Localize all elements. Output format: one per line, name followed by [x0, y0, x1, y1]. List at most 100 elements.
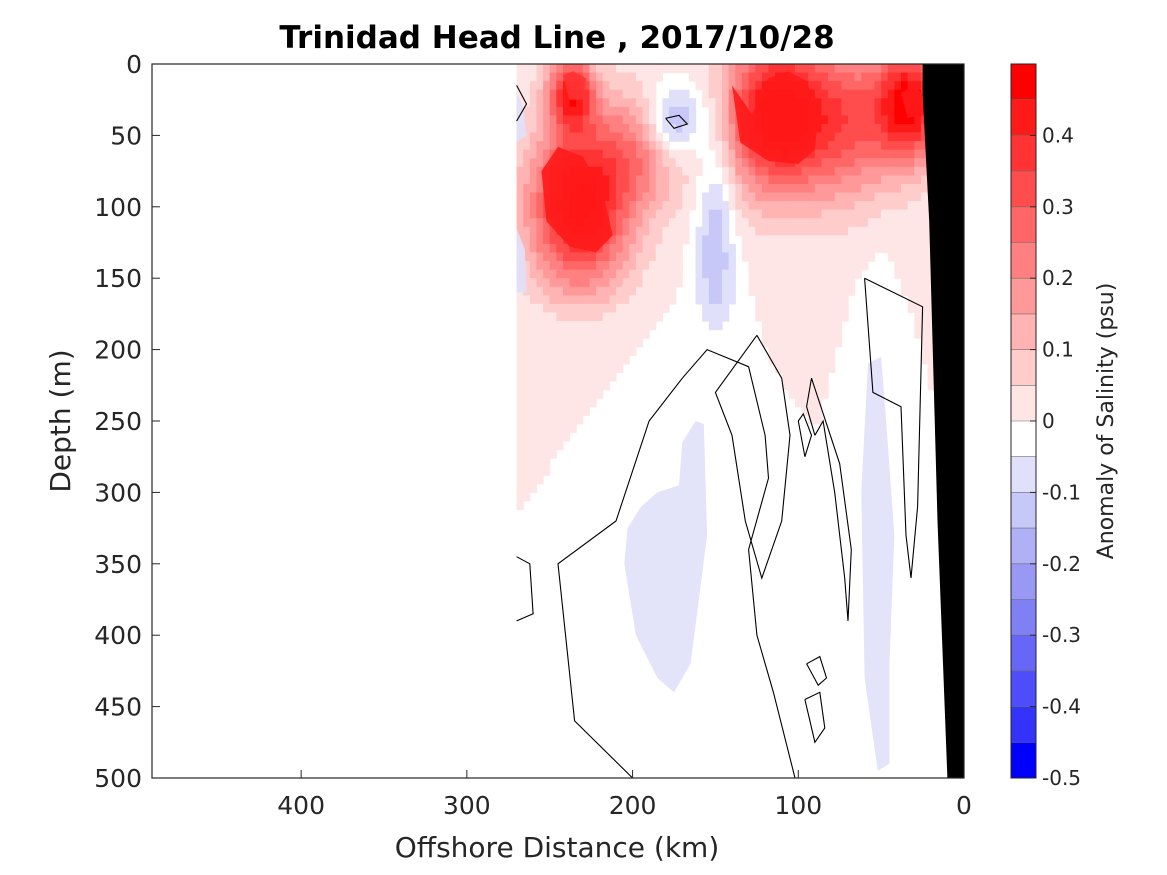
field-cell [529, 286, 538, 296]
field-cell [582, 106, 591, 117]
field-cell [649, 295, 657, 305]
field-cell [596, 303, 604, 314]
field-cell [529, 432, 538, 442]
field-cell [920, 166, 929, 176]
field-cell [642, 106, 650, 117]
field-cell [861, 201, 869, 211]
field-cell [834, 286, 842, 296]
field-cell [523, 321, 531, 331]
field-cell [808, 303, 816, 314]
field-cell [562, 355, 571, 365]
field-cell [821, 278, 829, 288]
field-cell [861, 252, 869, 262]
colorbar-segment [1011, 349, 1036, 386]
field-cell [894, 218, 902, 228]
field-cell [848, 64, 856, 74]
field-cell [768, 329, 776, 339]
field-cell [828, 123, 836, 134]
field-cell [728, 183, 736, 194]
field-cell [814, 372, 823, 382]
field-cell [649, 303, 657, 314]
plot-area [151, 63, 965, 779]
field-cell [768, 303, 776, 314]
field-cell [536, 175, 544, 185]
field-cell [755, 201, 763, 211]
field-cell [655, 209, 663, 219]
field-cell [741, 175, 750, 185]
field-cell [635, 201, 644, 211]
field-cell [616, 175, 624, 185]
field-cell [867, 192, 876, 202]
field-cell [589, 64, 597, 74]
field-cell [768, 183, 776, 194]
field-cell [688, 123, 697, 134]
field-cell [755, 303, 763, 314]
field-cell [529, 123, 538, 134]
field-cell [781, 269, 789, 279]
field-cell [543, 363, 551, 374]
field-cell [562, 286, 571, 296]
field-cell [788, 295, 796, 305]
field-cell [589, 141, 597, 151]
field-cell [781, 235, 789, 245]
field-cell [549, 406, 557, 416]
field-cell [609, 72, 617, 82]
field-cell [582, 406, 591, 416]
field-cell [728, 72, 736, 82]
field-cell [768, 158, 776, 168]
field-cell [722, 209, 730, 219]
colorbar-tick-label: -0.2 [1042, 552, 1081, 576]
field-cell [569, 252, 577, 262]
field-cell [529, 261, 538, 271]
field-cell [821, 123, 829, 134]
field-cell [516, 389, 524, 399]
field-cell [569, 269, 577, 279]
field-cell [516, 381, 524, 391]
field-cell [914, 158, 922, 168]
field-cell [543, 278, 551, 288]
field-cell [828, 141, 836, 151]
field-cell [788, 363, 796, 374]
field-cell [814, 243, 823, 254]
colorbar-segment [1011, 171, 1036, 208]
field-cell [582, 355, 591, 365]
field-cell [649, 226, 657, 236]
field-cell [569, 261, 577, 271]
field-cell [867, 158, 876, 168]
colorbar-segment [1011, 64, 1036, 101]
field-cell [569, 381, 577, 391]
field-cell [556, 303, 564, 314]
field-cell [708, 235, 717, 245]
field-cell [549, 286, 557, 296]
field-cell [814, 406, 823, 416]
field-cell [556, 243, 564, 254]
field-cell [854, 269, 862, 279]
field-cell [708, 312, 717, 322]
field-cell [722, 261, 730, 271]
field-cell [894, 149, 902, 159]
field-cell [874, 192, 882, 202]
field-cell [523, 218, 531, 228]
field-cell [549, 346, 557, 356]
field-cell [523, 381, 531, 391]
field-cell [529, 81, 538, 91]
field-cell [861, 175, 869, 185]
field-cell [735, 89, 743, 99]
field-cell [543, 226, 551, 236]
field-cell [788, 269, 796, 279]
field-cell [576, 363, 584, 374]
field-cell [834, 329, 842, 339]
field-cell [894, 141, 902, 151]
field-cell [616, 115, 624, 125]
field-cell [808, 398, 816, 408]
field-cell [841, 149, 849, 159]
field-cell [894, 226, 902, 236]
field-cell [682, 89, 690, 99]
field-cell [695, 158, 703, 168]
field-cell [529, 475, 538, 485]
field-cell [549, 355, 557, 365]
field-cell [549, 321, 557, 331]
field-cell [543, 440, 551, 451]
field-cell [529, 483, 538, 493]
field-cell [874, 141, 882, 151]
